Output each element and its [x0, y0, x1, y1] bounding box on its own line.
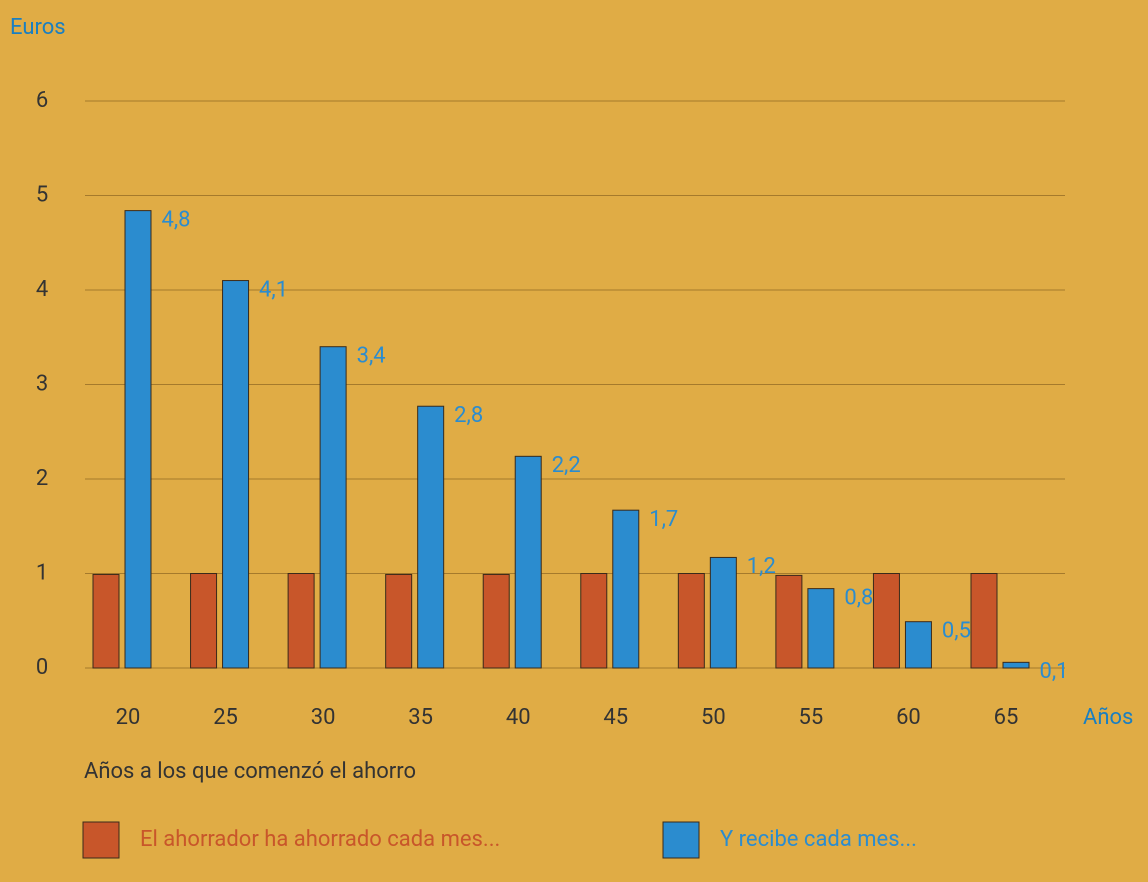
y-tick-label: 1: [36, 560, 48, 585]
y-tick-label: 2: [36, 466, 48, 491]
bar: [417, 405, 445, 669]
bar: [612, 509, 640, 669]
y-tick-label: 5: [36, 182, 48, 207]
bar: [222, 280, 250, 669]
x-tick-label: 40: [506, 705, 531, 730]
x-tick-label: 45: [603, 705, 628, 730]
data-label: 0,8: [844, 585, 873, 610]
bar: [92, 573, 120, 669]
data-label: 3,4: [357, 344, 386, 369]
data-label: 1,7: [649, 507, 678, 532]
legend-swatch: [662, 821, 700, 859]
x-tick-label: 20: [116, 705, 141, 730]
bar: [287, 573, 315, 669]
data-label: 0,5: [942, 619, 971, 644]
y-tick-label: 0: [36, 655, 48, 680]
data-label: 4,1: [259, 277, 288, 302]
data-label: 1,2: [747, 554, 776, 579]
bar: [807, 588, 835, 669]
x-tick-label: 60: [896, 705, 921, 730]
bar: [124, 210, 152, 669]
bar: [775, 574, 803, 669]
bar: [970, 573, 998, 669]
bar: [709, 556, 737, 669]
bar: [190, 573, 218, 669]
y-axis-label: Euros: [10, 15, 66, 40]
legend-swatch: [82, 821, 120, 859]
x-tick-label: 50: [701, 705, 726, 730]
bar: [514, 455, 542, 669]
y-tick-label: 4: [36, 277, 48, 302]
x-tick-label: 35: [408, 705, 433, 730]
bar: [319, 346, 347, 669]
bar: [677, 573, 705, 669]
x-axis-label: Años: [1083, 705, 1133, 730]
bar: [872, 573, 900, 669]
data-label: 2,8: [454, 403, 483, 428]
subtitle: Años a los que comenzó el ahorro: [84, 759, 416, 784]
data-label: 2,2: [552, 453, 581, 478]
x-tick-label: 65: [994, 705, 1019, 730]
bar: [580, 573, 608, 669]
bar: [904, 621, 932, 669]
legend-label: El ahorrador ha ahorrado cada mes...: [140, 827, 500, 852]
bar: [385, 573, 413, 669]
bar: [482, 573, 510, 669]
x-tick-label: 30: [311, 705, 336, 730]
x-tick-label: 25: [213, 705, 238, 730]
x-tick-label: 55: [799, 705, 824, 730]
y-tick-label: 3: [36, 371, 48, 396]
data-label: 4,8: [161, 207, 190, 232]
legend-label: Y recibe cada mes...: [720, 827, 917, 852]
bar: [1002, 661, 1030, 669]
data-label: 0,1: [1039, 659, 1068, 684]
y-tick-label: 6: [36, 88, 48, 113]
